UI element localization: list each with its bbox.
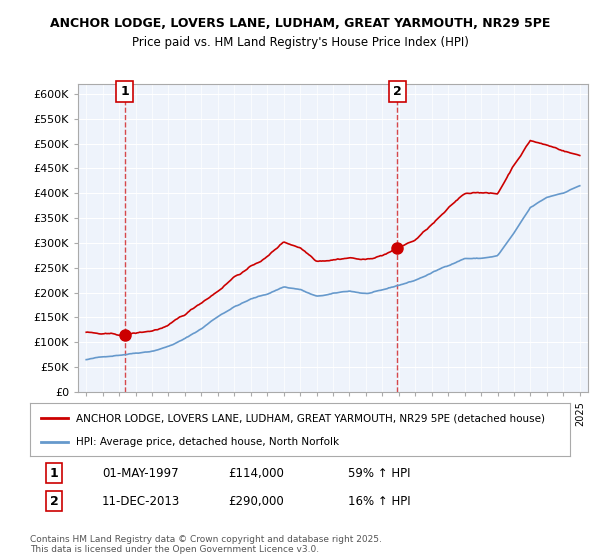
Text: 2: 2 — [50, 494, 58, 508]
Text: 2: 2 — [393, 85, 402, 98]
Text: 11-DEC-2013: 11-DEC-2013 — [102, 494, 180, 508]
Text: HPI: Average price, detached house, North Norfolk: HPI: Average price, detached house, Nort… — [76, 436, 339, 446]
Text: Contains HM Land Registry data © Crown copyright and database right 2025.
This d: Contains HM Land Registry data © Crown c… — [30, 535, 382, 554]
Text: £114,000: £114,000 — [228, 466, 284, 480]
Text: 59% ↑ HPI: 59% ↑ HPI — [348, 466, 410, 480]
Text: ANCHOR LODGE, LOVERS LANE, LUDHAM, GREAT YARMOUTH, NR29 5PE: ANCHOR LODGE, LOVERS LANE, LUDHAM, GREAT… — [50, 17, 550, 30]
Text: 1: 1 — [120, 85, 129, 98]
Text: 16% ↑ HPI: 16% ↑ HPI — [348, 494, 410, 508]
Text: £290,000: £290,000 — [228, 494, 284, 508]
Text: 01-MAY-1997: 01-MAY-1997 — [102, 466, 179, 480]
Text: Price paid vs. HM Land Registry's House Price Index (HPI): Price paid vs. HM Land Registry's House … — [131, 36, 469, 49]
Text: ANCHOR LODGE, LOVERS LANE, LUDHAM, GREAT YARMOUTH, NR29 5PE (detached house): ANCHOR LODGE, LOVERS LANE, LUDHAM, GREAT… — [76, 413, 545, 423]
Text: 1: 1 — [50, 466, 58, 480]
